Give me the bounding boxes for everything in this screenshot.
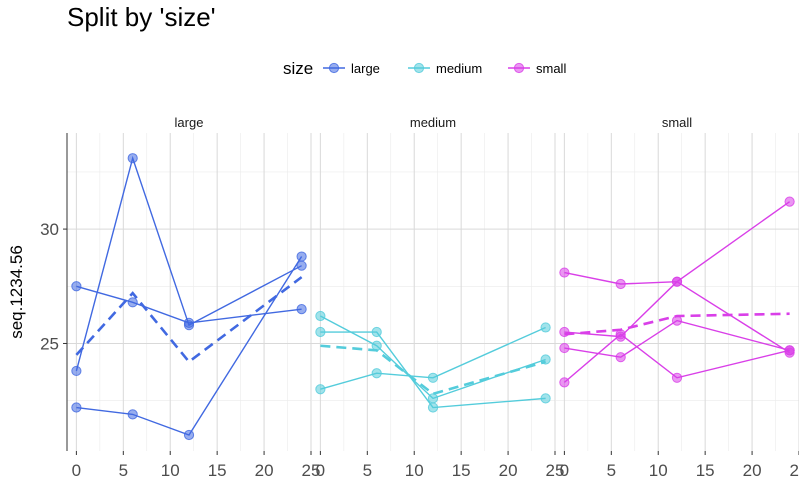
- x-tick-label: 25: [790, 461, 799, 480]
- data-point-large-1-0: [71, 365, 82, 377]
- data-point-small-3-1: [615, 329, 626, 340]
- data-point-small-1-0: [559, 326, 570, 338]
- x-tick-label: 10: [405, 461, 424, 480]
- legend-label-medium: medium: [436, 61, 482, 76]
- data-point-medium-0-2: [427, 393, 439, 404]
- x-tick-label: 20: [743, 461, 762, 480]
- data-point-large-2-3: [296, 251, 307, 262]
- data-point-large-0-0: [71, 281, 82, 292]
- data-point-medium-2-1: [371, 368, 382, 379]
- x-tick-label: 10: [161, 461, 180, 480]
- x-tick-label: 20: [499, 461, 518, 480]
- data-point-medium-2-3: [540, 322, 551, 333]
- data-point-small-0-1: [615, 278, 626, 290]
- data-point-medium-1-0: [315, 326, 326, 338]
- data-point-medium-1-1: [371, 326, 382, 338]
- panel-medium: medium 0 5 10 15 20 25: [311, 115, 564, 480]
- x-tick-label: 5: [607, 461, 616, 480]
- legend-entry-small: small: [508, 61, 566, 76]
- data-point-small-2-2: [671, 315, 683, 326]
- series-line-small-0: [564, 271, 790, 354]
- mean-line-small: [564, 312, 790, 336]
- data-point-small-2-1: [615, 352, 626, 363]
- legend: size large medium small: [283, 59, 566, 78]
- series-line-large-1: [75, 155, 302, 372]
- strip-label-small: small: [662, 115, 692, 130]
- data-point-medium-1-3: [540, 393, 551, 404]
- data-point-small-1-2: [671, 276, 683, 287]
- series-line-medium-0: [320, 315, 546, 400]
- data-point-large-1-3: [296, 260, 307, 271]
- panel-large: large 0 5 10 15 20 25: [67, 115, 320, 480]
- x-tick-label: 25: [546, 461, 565, 480]
- x-tick-label: 20: [255, 461, 274, 480]
- data-point-large-2-2: [183, 429, 195, 441]
- data-point-medium-2-0: [315, 384, 326, 395]
- chart-title: Split by 'size': [67, 2, 216, 32]
- legend-entry-medium: medium: [408, 61, 482, 76]
- data-point-small-1-3: [784, 196, 795, 207]
- data-point-large-2-1: [127, 409, 138, 420]
- legend-entry-large: large: [323, 61, 380, 76]
- series-line-small-3: [563, 333, 790, 383]
- data-point-medium-0-1: [371, 340, 382, 351]
- data-point-medium-0-0: [315, 310, 326, 322]
- data-point-small-3-2: [671, 372, 683, 383]
- data-point-large-1-2: [183, 320, 195, 331]
- data-point-small-2-0: [559, 342, 570, 354]
- data-point-large-0-1: [127, 297, 138, 308]
- series-line-large-0: [76, 285, 302, 324]
- series-line-small-1: [564, 201, 791, 338]
- strip-label-large: large: [175, 115, 204, 130]
- x-tick-label: 10: [649, 461, 668, 480]
- legend-swatch-point: [513, 62, 525, 74]
- y-axis-title: seq.1234.56: [7, 245, 26, 339]
- y-tick-label: 25: [40, 334, 59, 353]
- panel-small: small 0 5 10 15 20 25: [555, 115, 799, 480]
- y-tick-label: 30: [40, 220, 59, 239]
- x-tick-label: 25: [302, 461, 321, 480]
- data-point-small-0-0: [559, 267, 570, 278]
- data-point-medium-2-2: [427, 372, 439, 383]
- series-line-large-2: [76, 256, 303, 436]
- mean-line-large: [75, 276, 303, 364]
- data-point-large-0-3: [296, 304, 307, 315]
- legend-label-large: large: [351, 61, 380, 76]
- legend-swatch-point: [328, 62, 340, 74]
- mean-line-medium: [320, 344, 546, 396]
- data-point-small-3-3: [784, 345, 795, 356]
- x-tick-label: 15: [452, 461, 471, 480]
- legend-label-small: small: [536, 61, 566, 76]
- data-point-medium-1-2: [427, 402, 439, 413]
- x-tick-label: 15: [208, 461, 227, 480]
- strip-label-medium: medium: [410, 115, 456, 130]
- legend-swatch-point: [413, 62, 425, 74]
- data-point-large-2-0: [71, 402, 82, 413]
- series-line-medium-1: [320, 331, 546, 409]
- x-tick-label: 5: [363, 461, 372, 480]
- x-tick-label: 5: [119, 461, 128, 480]
- x-tick-label: 0: [560, 461, 569, 480]
- series-line-small-2: [564, 319, 790, 358]
- legend-title: size: [283, 59, 313, 78]
- data-point-large-1-1: [127, 153, 138, 164]
- data-point-small-3-0: [559, 377, 570, 388]
- x-tick-label: 15: [696, 461, 715, 480]
- x-tick-label: 0: [316, 461, 325, 480]
- data-point-medium-0-3: [540, 354, 551, 365]
- x-tick-label: 0: [72, 461, 81, 480]
- series-line-medium-2: [320, 326, 546, 390]
